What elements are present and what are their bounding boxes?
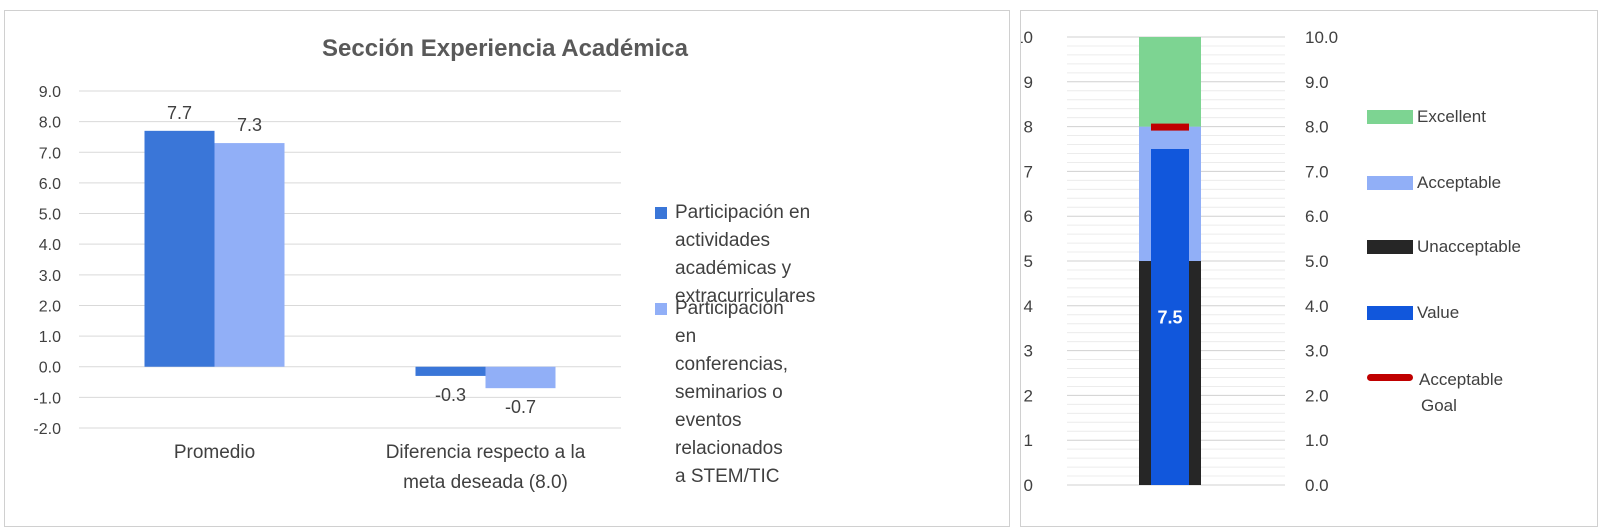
legend-swatch-series-1: [655, 207, 667, 219]
right-tick-label: 6.0: [1305, 207, 1329, 226]
value-bar: [1151, 149, 1189, 485]
range-band: [1139, 37, 1201, 127]
left-tick-label: 3: [1024, 342, 1033, 361]
left-tick-label: 6: [1024, 207, 1033, 226]
legend-swatch-unacceptable: [1367, 240, 1413, 254]
bar: [485, 366, 556, 389]
chart-title: Sección Experiencia Académica: [322, 35, 689, 62]
right-tick-label: 7.0: [1305, 162, 1329, 181]
legend-label-acceptable: Acceptable: [1417, 173, 1502, 192]
right-tick-label: 9.0: [1305, 73, 1329, 92]
left-tick-label: 0: [1024, 476, 1033, 495]
right-tick-label: 3.0: [1305, 342, 1329, 361]
bullet-chart: 10987654321010.09.08.07.06.05.04.03.02.0…: [1021, 28, 1338, 495]
left-tick-label: 1: [1024, 431, 1033, 450]
x-tick-label: Promedio: [174, 442, 255, 463]
y-tick-label: 5.0: [39, 207, 61, 224]
y-tick-label: 3.0: [39, 268, 61, 285]
legend-label-goal: Acceptable Goal: [1419, 370, 1504, 415]
y-tick-label: 6.0: [39, 176, 61, 193]
bullet-chart-panel: 10987654321010.09.08.07.06.05.04.03.02.0…: [1020, 10, 1598, 527]
right-tick-label: 1.0: [1305, 431, 1329, 450]
right-tick-label: 8.0: [1305, 118, 1329, 137]
bar-chart-panel: Sección Experiencia Académica 9.0 8.0 7.0 6.…: [4, 10, 1010, 527]
y-tick-label: -1.0: [33, 390, 61, 407]
legend-label-series-2: Participación en conferencias, seminario…: [675, 298, 789, 487]
legend-swatch-goal: [1367, 374, 1413, 381]
right-tick-label: 10.0: [1305, 28, 1338, 47]
y-tick-label: 4.0: [39, 237, 61, 254]
left-tick-label: 5: [1024, 252, 1033, 271]
legend-item-excellent: Excellent: [1367, 107, 1486, 127]
left-tick-label: 8: [1024, 118, 1033, 137]
legend-swatch-series-2: [655, 303, 667, 315]
y-tick-label: 2.0: [39, 298, 61, 315]
legend-item-series-2: Participación en conferencias, seminario…: [655, 295, 788, 491]
legend-item-value: Value: [1367, 303, 1459, 323]
bar: [214, 143, 285, 367]
left-tick-label: 4: [1024, 297, 1033, 316]
bar: [415, 366, 486, 376]
legend-swatch-value: [1367, 306, 1413, 320]
right-tick-label: 4.0: [1305, 297, 1329, 316]
data-label: 7.3: [237, 115, 262, 135]
legend-label-unacceptable: Unacceptable: [1417, 237, 1521, 256]
y-tick-label: 9.0: [39, 84, 61, 101]
legend-item-unacceptable: Unacceptable: [1367, 237, 1521, 257]
y-tick-label: 0.0: [39, 360, 61, 377]
left-tick-label: 2: [1024, 386, 1033, 405]
data-label: -0.3: [435, 385, 466, 405]
legend-label-excellent: Excellent: [1417, 107, 1486, 126]
x-tick-label: Diferencia respecto a la: [386, 442, 586, 463]
y-tick-label: -2.0: [33, 421, 61, 438]
data-label: -0.7: [505, 397, 536, 417]
y-tick-label: 1.0: [39, 329, 61, 346]
x-tick-label: meta deseada (8.0): [403, 472, 568, 493]
right-tick-label: 0.0: [1305, 476, 1329, 495]
right-tick-label: 5.0: [1305, 252, 1329, 271]
y-tick-label: 8.0: [39, 115, 61, 132]
right-tick-label: 2.0: [1305, 386, 1329, 405]
value-label: 7.5: [1157, 308, 1182, 328]
legend-item-goal: Acceptable Goal: [1367, 367, 1503, 419]
left-tick-label: 7: [1024, 162, 1033, 181]
left-tick-label: 9: [1024, 73, 1033, 92]
legend-label-value: Value: [1417, 303, 1460, 322]
legend-item-series-1: Participación en actividades académicas …: [655, 199, 815, 311]
bar: [144, 130, 215, 367]
legend-item-acceptable: Acceptable: [1367, 173, 1501, 193]
y-tick-label: 7.0: [39, 145, 61, 162]
legend-swatch-acceptable: [1367, 176, 1413, 190]
goal-marker: [1151, 123, 1189, 131]
data-label: 7.7: [167, 103, 192, 123]
left-tick-label: 10: [1021, 28, 1033, 47]
bar-chart: Sección Experiencia Académica 9.0 8.0 7.0 6.…: [33, 35, 689, 493]
legend-label-series-1: Participación en actividades académicas …: [675, 202, 816, 307]
legend-swatch-excellent: [1367, 110, 1413, 124]
